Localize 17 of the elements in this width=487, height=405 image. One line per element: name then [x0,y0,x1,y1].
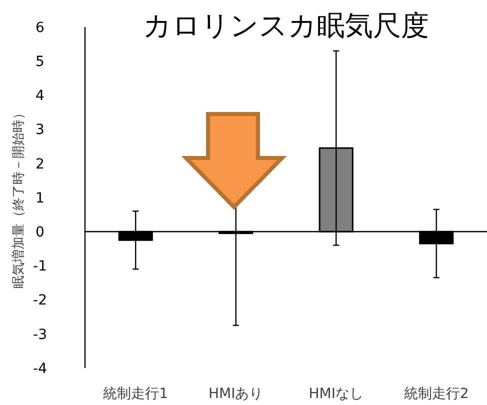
x-tick-label: HMIあり [208,386,264,402]
y-tick-label: 1 [36,190,44,206]
x-tick-label: 統制走行2 [404,386,469,402]
y-tick-label: 4 [36,88,45,104]
y-tick-label: 5 [36,54,44,70]
y-tick-label: 3 [36,122,44,138]
y-tick-label: -1 [33,258,47,275]
y-tick-label: -4 [33,360,48,377]
y-tick-label: 0 [36,224,44,240]
x-tick-label: 統制走行1 [103,386,168,402]
y-tick-label: -3 [33,326,47,343]
y-tick-label: 6 [36,20,45,36]
y-tick-label: 2 [36,156,44,172]
y-tick-label: -2 [33,292,47,309]
x-tick-label: HMIなし [308,386,364,402]
y-axis-title: 眠気増加量（終了時－開始時） [10,106,27,288]
chart-title: カロリンスカ眠気尺度 [143,8,429,42]
